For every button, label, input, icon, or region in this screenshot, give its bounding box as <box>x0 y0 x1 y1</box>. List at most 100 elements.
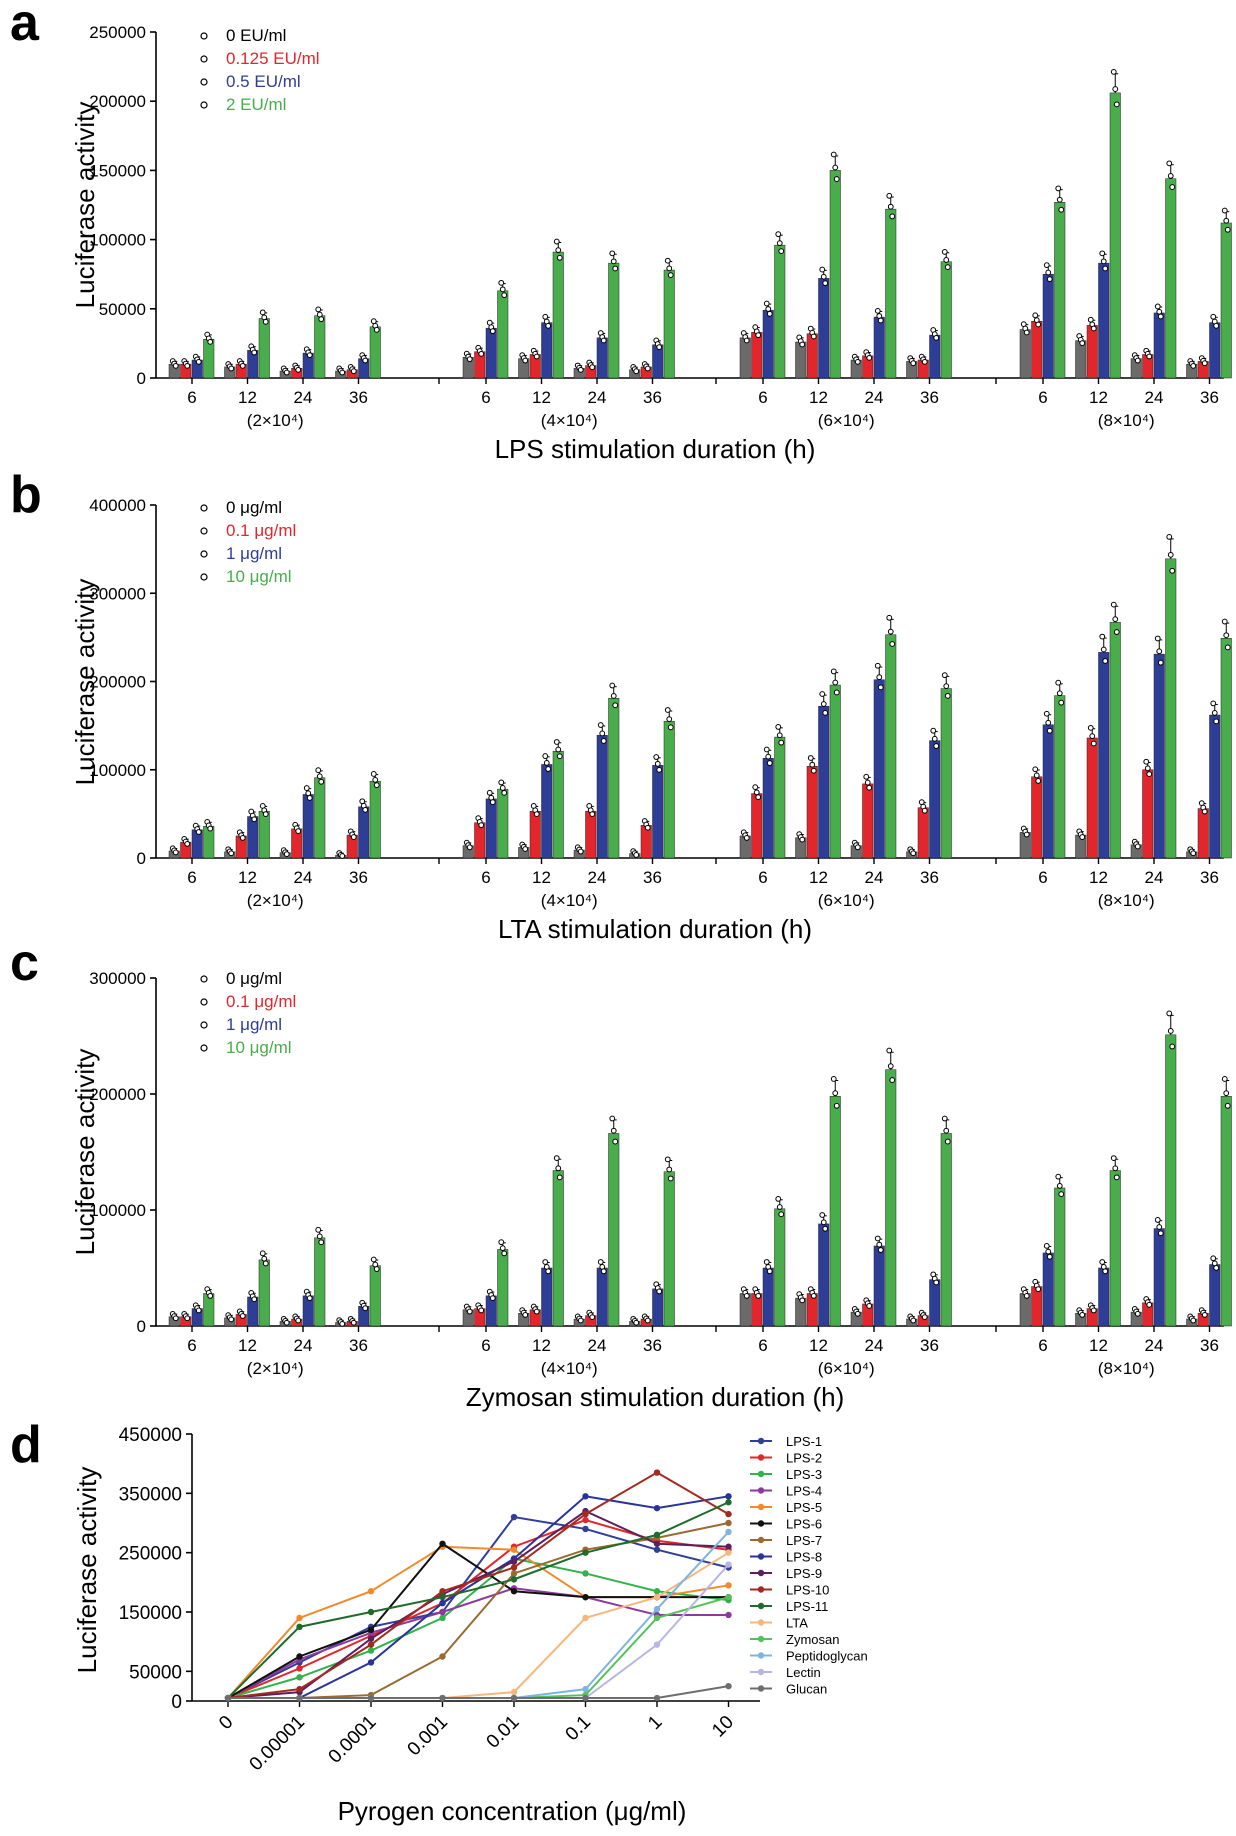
replicate-point <box>864 779 871 786</box>
series-point <box>653 1588 661 1595</box>
series-point <box>367 1635 375 1642</box>
series-point <box>439 1593 446 1601</box>
series-point <box>653 1540 661 1547</box>
legend-marker <box>200 527 208 535</box>
bar <box>1086 325 1098 379</box>
replicate-point <box>943 1127 950 1134</box>
replicate-point <box>944 692 951 699</box>
replicate-point <box>941 672 948 679</box>
replicate-point <box>667 724 674 731</box>
x-tick-label: 24 <box>1145 1336 1164 1355</box>
replicate-point <box>1043 262 1050 269</box>
replicate-point <box>664 707 671 713</box>
replicate-point <box>318 1239 325 1246</box>
replicate-point <box>543 760 550 766</box>
x-tick-label: 0 <box>215 1712 237 1734</box>
replicate-point <box>1221 618 1228 625</box>
bar <box>314 777 326 859</box>
replicate-point <box>466 356 473 363</box>
replicate-point <box>609 1115 616 1122</box>
replicate-point <box>489 1295 496 1302</box>
series-point <box>224 1694 232 1702</box>
replicate-point <box>889 213 896 220</box>
legend-label: 10 μg/ml <box>226 567 292 586</box>
replicate-point <box>1190 362 1197 369</box>
bar <box>739 337 751 379</box>
replicate-point <box>755 794 762 800</box>
replicate-point <box>318 778 325 785</box>
replicate-point <box>1056 690 1063 697</box>
bar <box>552 1170 564 1327</box>
replicate-point <box>1213 322 1220 329</box>
replicate-point <box>1223 632 1230 639</box>
replicate-point <box>239 1313 246 1319</box>
series-point <box>510 1570 518 1577</box>
replicate-point <box>832 1090 839 1097</box>
x-tick-label: 6 <box>481 388 490 407</box>
replicate-point <box>318 316 325 323</box>
replicate-point <box>819 266 826 273</box>
x-tick-label: 36 <box>349 868 368 887</box>
replicate-point <box>239 362 246 369</box>
bar <box>314 1237 326 1327</box>
replicate-point <box>666 1166 673 1173</box>
legend-label: LPS-8 <box>786 1550 822 1565</box>
replicate-point <box>877 1247 884 1253</box>
series-point <box>439 1653 446 1660</box>
replicate-point <box>1056 196 1063 203</box>
replicate-point <box>656 344 663 351</box>
series-point <box>439 1694 446 1702</box>
replicate-point <box>1113 101 1120 108</box>
bar <box>314 315 326 379</box>
replicate-point <box>819 1212 826 1218</box>
legend-marker <box>200 573 208 581</box>
series-line <box>227 1587 729 1699</box>
bar <box>1209 322 1221 379</box>
bar <box>795 341 807 379</box>
replicate-point <box>1099 1259 1106 1265</box>
replicate-point <box>1154 1217 1161 1223</box>
replicate-point <box>1046 727 1053 734</box>
x-tick-label: 36 <box>643 868 662 887</box>
replicate-point <box>889 1077 896 1083</box>
series-point <box>510 1546 518 1553</box>
replicate-point <box>819 691 826 697</box>
replicate-point <box>545 322 552 329</box>
bar <box>762 1267 774 1327</box>
replicate-point <box>556 753 563 760</box>
legend-label: 0 μg/ml <box>226 969 282 988</box>
x-tick-label: 0.01 <box>483 1712 524 1753</box>
replicate-point <box>489 799 496 806</box>
replicate-point <box>775 231 782 238</box>
replicate-point <box>809 761 816 768</box>
bar <box>585 810 597 859</box>
replicate-point <box>1167 1028 1174 1034</box>
replicate-point <box>1146 1301 1153 1308</box>
replicate-point <box>466 844 473 851</box>
x-tick-label: 12 <box>532 868 551 887</box>
replicate-point <box>644 1317 651 1324</box>
x-tick-label: 1 <box>644 1712 666 1734</box>
replicate-point <box>283 851 290 857</box>
bar <box>929 334 941 379</box>
replicate-point <box>612 702 619 709</box>
series-point <box>725 1611 732 1619</box>
series-point <box>439 1599 446 1607</box>
replicate-point <box>656 1288 663 1295</box>
replicate-point <box>664 1156 671 1163</box>
bar <box>1165 178 1177 379</box>
replicate-point <box>931 735 938 742</box>
replicate-point <box>830 151 837 158</box>
bar <box>818 1223 830 1327</box>
bar <box>485 798 497 859</box>
replicate-point <box>1157 313 1164 320</box>
series-point <box>582 1516 589 1524</box>
bar <box>873 1245 885 1327</box>
series-point <box>296 1694 303 1702</box>
replicate-point <box>262 1260 269 1267</box>
x-tick-label: 6 <box>758 388 767 407</box>
replicate-point <box>1056 1183 1063 1189</box>
replicate-point <box>1035 321 1042 328</box>
y-tick-label: 150000 <box>89 161 146 180</box>
bar <box>596 337 608 379</box>
